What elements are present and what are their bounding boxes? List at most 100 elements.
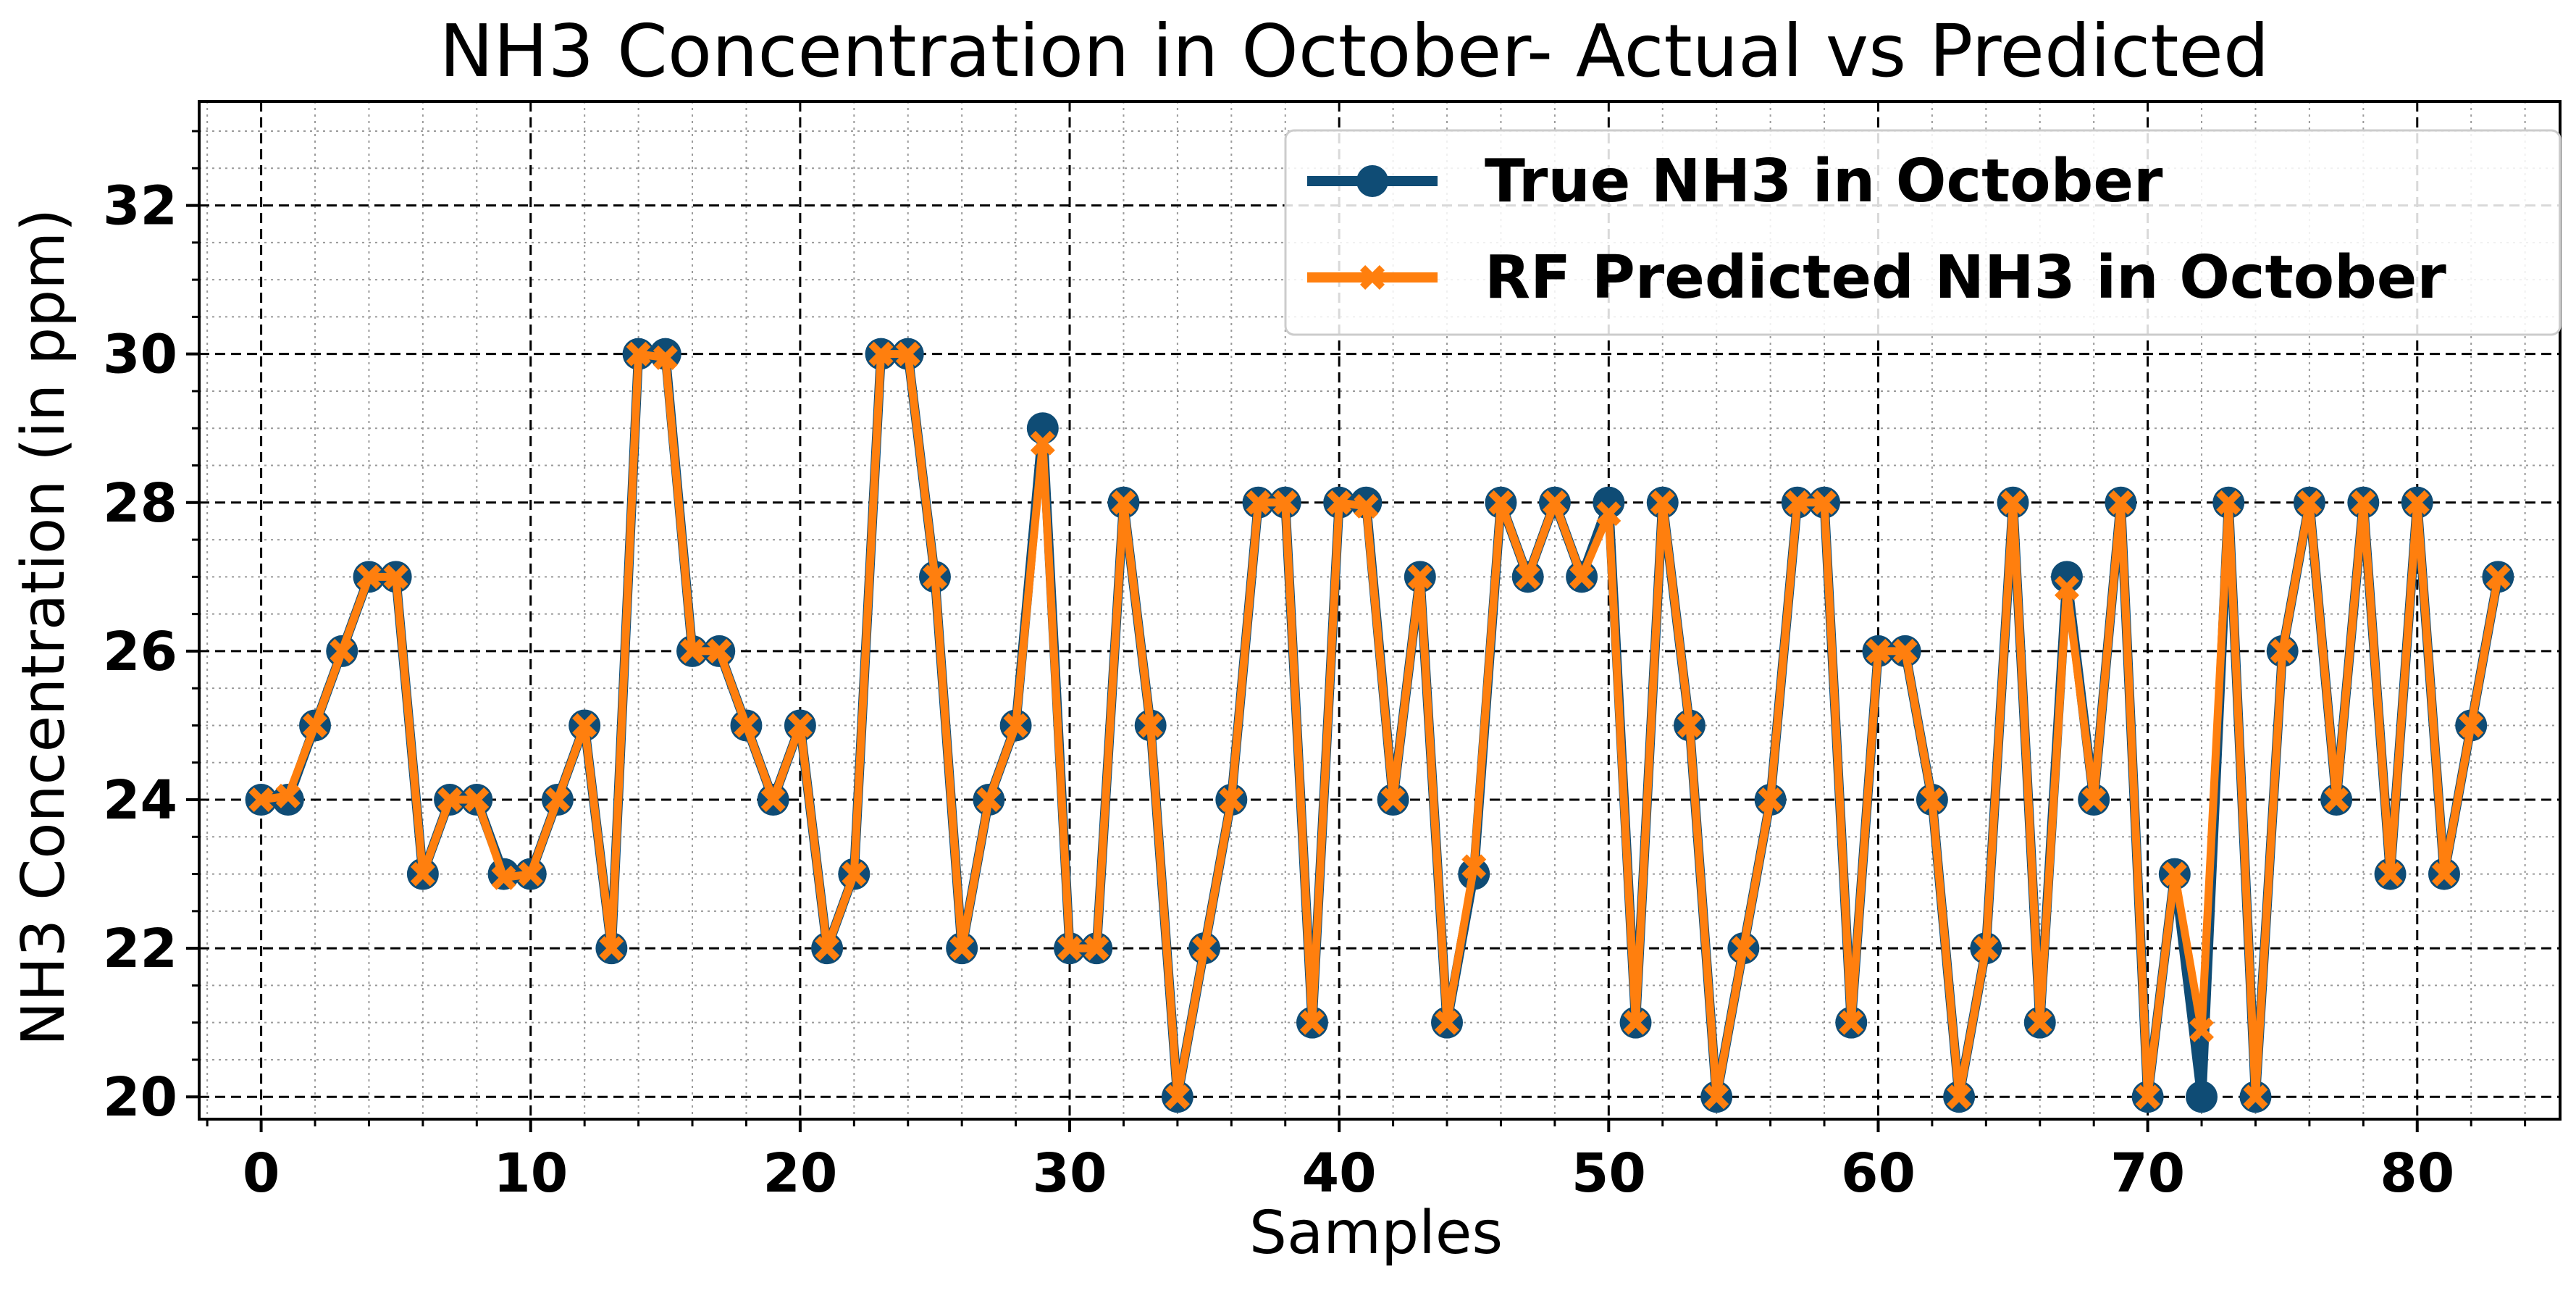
data-point <box>1488 490 1514 515</box>
data-point <box>787 713 813 738</box>
y-tick-label: 30 <box>103 324 177 386</box>
data-point <box>1246 490 1271 515</box>
data-point <box>1003 713 1028 738</box>
data-point <box>1327 490 1352 515</box>
x-tick-label: 40 <box>1302 1142 1377 1205</box>
data-point <box>707 638 732 664</box>
data-point <box>1354 493 1379 519</box>
data-point <box>599 936 624 961</box>
series-layer <box>245 338 2514 1113</box>
data-point <box>895 341 920 367</box>
legend-entry-predicted: RF Predicted NH3 in October <box>1307 243 2446 312</box>
y-tick-label: 32 <box>103 175 177 238</box>
data-point <box>1165 1084 1190 1110</box>
data-point <box>2000 490 2026 515</box>
data-point <box>275 783 301 808</box>
data-point <box>2243 1084 2268 1110</box>
data-point <box>2296 490 2322 515</box>
legend-marker-true <box>1356 165 1388 197</box>
axes-frame <box>198 100 2562 1121</box>
data-point <box>1380 787 1406 813</box>
legend-label-predicted: RF Predicted NH3 in October <box>1485 243 2446 312</box>
data-point <box>680 638 705 664</box>
x-tick-label: 70 <box>2110 1142 2185 1205</box>
data-point <box>545 787 570 813</box>
data-point <box>2324 787 2349 813</box>
ticks-layer: 0 10 20 30 40 50 60 70 80 20 22 24 26 28 30 32 <box>103 130 2527 1205</box>
x-tick-label: 80 <box>2380 1142 2454 1205</box>
data-point <box>491 865 516 890</box>
data-point <box>356 564 382 590</box>
data-point <box>1111 490 1136 515</box>
data-point <box>437 787 463 813</box>
data-point <box>383 564 408 590</box>
data-point <box>1623 1010 1648 1035</box>
legend-marker-predicted <box>1360 265 1385 290</box>
x-tick-label: 60 <box>1841 1142 1916 1205</box>
data-point <box>1272 490 1298 515</box>
x-tick-label: 0 <box>243 1142 280 1205</box>
data-point <box>2485 564 2511 590</box>
data-point <box>248 787 274 813</box>
legend-entry-true: True NH3 in October <box>1307 147 2163 216</box>
data-point <box>760 787 786 813</box>
data-point <box>2404 490 2430 515</box>
data-point <box>2378 861 2403 887</box>
chart-title: NH3 Concentration in October- Actual vs … <box>440 9 2270 93</box>
data-point <box>1299 1010 1325 1035</box>
data-point <box>2270 638 2295 664</box>
data-point <box>2135 1084 2160 1110</box>
x-tick-label: 30 <box>1033 1142 1107 1205</box>
data-point <box>2108 490 2134 515</box>
data-point <box>2189 1017 2215 1042</box>
data-point <box>2216 490 2241 515</box>
data-point <box>1947 1084 1972 1110</box>
data-point <box>1192 936 1217 961</box>
y-tick-label: 26 <box>103 621 177 683</box>
data-point <box>1542 490 1567 515</box>
data-point <box>1515 564 1540 590</box>
x-tick-label: 20 <box>763 1142 837 1205</box>
y-tick-label: 22 <box>103 918 177 980</box>
data-point <box>1596 501 1621 527</box>
data-point <box>1569 564 1595 590</box>
data-point <box>815 936 840 961</box>
data-point <box>2162 861 2187 887</box>
data-point <box>1435 1010 1460 1035</box>
series-predicted <box>248 341 2511 1110</box>
data-point <box>1650 490 1675 515</box>
data-point <box>949 936 975 961</box>
data-point <box>518 861 543 887</box>
data-point <box>1704 1084 1729 1110</box>
y-tick-label: 20 <box>103 1066 177 1129</box>
data-point <box>2459 713 2484 738</box>
data-point <box>1892 638 1918 664</box>
data-point <box>1973 936 1999 961</box>
legend-label-true: True NH3 in October <box>1485 147 2163 216</box>
series-line <box>260 350 2502 1101</box>
data-point <box>2027 1010 2052 1035</box>
data-point <box>330 638 355 664</box>
data-point <box>1030 430 1055 456</box>
data-point <box>1138 713 1163 738</box>
y-tick-label: 28 <box>103 472 177 535</box>
data-point <box>1758 787 1783 813</box>
axes-layer <box>198 100 2562 1121</box>
data-point <box>1731 936 1756 961</box>
data-point <box>2186 1081 2218 1113</box>
data-point <box>1084 936 1109 961</box>
x-tick-label: 50 <box>1572 1142 1646 1205</box>
data-point <box>1919 787 1944 813</box>
data-point <box>1461 854 1487 879</box>
legend: True NH3 in October RF Predicted NH3 in … <box>1284 129 2562 336</box>
data-point <box>2431 861 2457 887</box>
y-axis-label: NH3 Concentration (in ppm) <box>9 209 78 1046</box>
data-point <box>464 787 490 813</box>
y-tick-label: 24 <box>103 769 177 832</box>
data-point <box>1839 1010 1864 1035</box>
data-point <box>1057 936 1083 961</box>
data-point <box>1812 490 1837 515</box>
legend-frame <box>1284 129 2562 336</box>
data-point <box>734 713 759 738</box>
